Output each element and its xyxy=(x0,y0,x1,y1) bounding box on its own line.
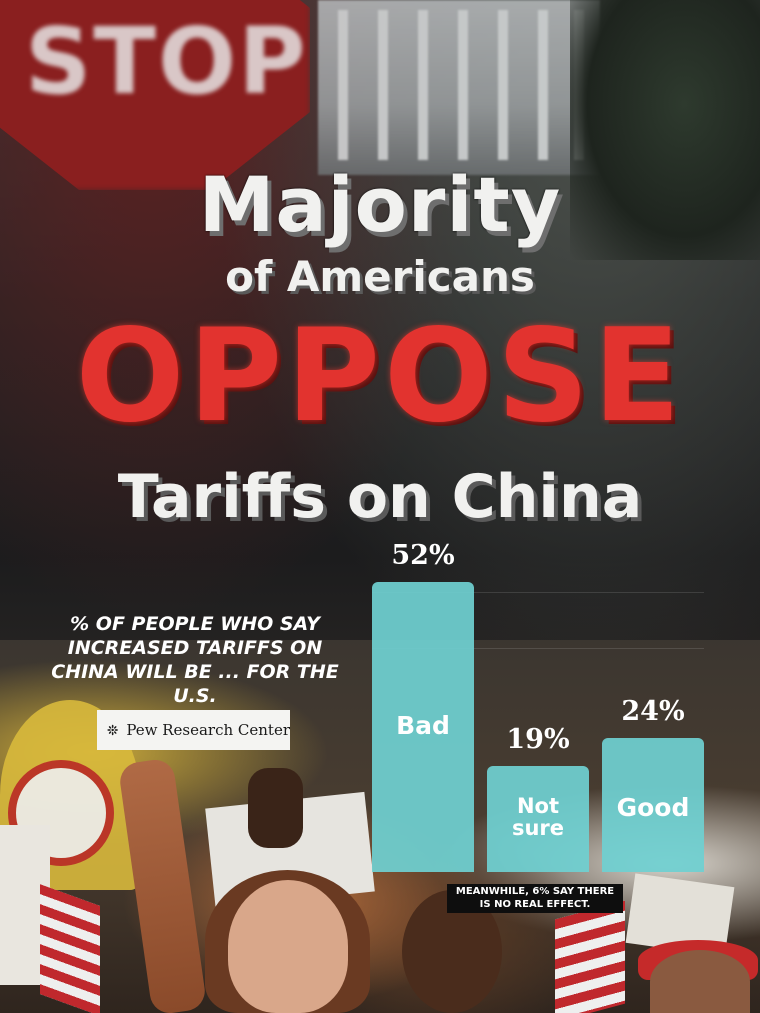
stop-sign-text: STOP xyxy=(25,8,308,115)
pew-logo-icon xyxy=(107,724,118,736)
footnote: Meanwhile, 6% say there is no real effec… xyxy=(447,884,623,913)
bar-category-label: Bad xyxy=(396,711,450,740)
us-flag-image xyxy=(555,900,625,1013)
protester-face xyxy=(228,880,348,1013)
headline-oppose: OPPOSE xyxy=(75,302,685,451)
gridline xyxy=(372,592,704,593)
pew-research-logo: Pew Research Center xyxy=(97,710,290,750)
bar-value-label: 24% xyxy=(621,696,685,727)
bar-category-label: Good xyxy=(616,793,690,822)
bar-good xyxy=(602,738,704,872)
gridline xyxy=(372,648,704,649)
headline-of-americans: of Americans xyxy=(225,252,535,301)
us-flag-image xyxy=(40,884,100,1013)
bar-bad xyxy=(372,582,474,872)
bar-value-label: 52% xyxy=(391,540,455,571)
protester-face xyxy=(650,950,750,1013)
bar-category-label: Not sure xyxy=(511,794,565,841)
pew-logo-text: Pew Research Center xyxy=(126,721,290,739)
bar-value-label: 19% xyxy=(506,724,570,755)
white-house-image xyxy=(318,0,600,175)
headline-majority: Majority xyxy=(198,160,562,249)
raised-fist xyxy=(248,768,303,848)
bar-not-sure xyxy=(487,766,589,872)
headline-tariffs-on-china: Tariffs on China xyxy=(117,462,643,532)
chart-subtitle: % of people who say increased tariffs on… xyxy=(51,613,339,708)
trees-image xyxy=(570,0,760,260)
